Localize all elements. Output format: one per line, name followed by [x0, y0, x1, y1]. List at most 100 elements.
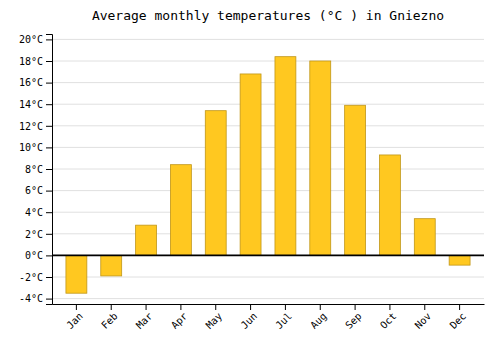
bar [310, 61, 331, 255]
y-tick: 18°C [19, 56, 52, 67]
x-tick: Apr [169, 304, 190, 331]
y-tick-label: 4°C [25, 207, 43, 218]
bar [205, 111, 226, 256]
y-axis: -4°C -2°C 0°C 2°C 4°C 6°C 8°C 10°C 12°C 14°C 16°C 1… [19, 34, 53, 304]
y-tick: 4°C [25, 207, 52, 218]
y-tick-label: 6°C [25, 185, 43, 196]
x-tick-label: Sep [343, 310, 364, 331]
grid [52, 39, 484, 298]
y-tick: 20°C [19, 34, 52, 45]
x-tick: Aug [308, 304, 329, 331]
bar [66, 255, 87, 293]
chart: -4°C -2°C 0°C 2°C 4°C 6°C 8°C 10°C 12°C 14°C 16°C 1… [0, 0, 500, 350]
x-tick: Jun [239, 304, 260, 331]
bar [240, 74, 261, 255]
y-tick: 16°C [19, 77, 52, 88]
y-tick-mark [46, 169, 52, 170]
bar [170, 165, 191, 256]
x-tick-mark [320, 304, 321, 310]
bar [345, 105, 366, 255]
bars [52, 57, 484, 294]
x-tick-mark [389, 304, 390, 310]
x-tick: Feb [99, 304, 120, 331]
grid-line [52, 169, 484, 170]
x-tick-mark [111, 304, 112, 310]
x-tick-mark [250, 304, 251, 310]
y-tick-mark [46, 277, 52, 278]
x-tick-label: Jul [273, 310, 294, 331]
y-tick-mark [46, 255, 52, 256]
bar [449, 255, 470, 265]
grid-line [52, 277, 484, 278]
x-tick-label: Jun [239, 310, 260, 331]
x-tick: Jan [64, 304, 85, 331]
y-tick: -4°C [19, 293, 52, 304]
x-tick: Sep [343, 304, 364, 331]
y-tick-label: 0°C [25, 250, 43, 261]
bar [379, 155, 400, 255]
x-tick: Dec [448, 304, 469, 331]
y-tick-mark [46, 191, 52, 192]
x-tick-label: Aug [308, 310, 329, 331]
x-tick-label: Dec [448, 310, 469, 331]
bar [414, 219, 435, 256]
bar [101, 255, 122, 276]
x-tick-mark [459, 304, 460, 310]
x-tick: Nov [413, 304, 434, 331]
y-tick: 0°C [25, 250, 52, 261]
y-tick-label: 14°C [19, 99, 43, 110]
x-tick-label: Jan [64, 310, 85, 331]
y-tick-mark [46, 39, 52, 40]
y-tick-label: 16°C [19, 77, 43, 88]
grid-line [52, 255, 484, 256]
y-tick-mark [46, 104, 52, 105]
y-tick-mark [46, 212, 52, 213]
x-tick-label: Feb [99, 310, 120, 331]
y-tick: 2°C [25, 229, 52, 240]
x-tick-label: Oct [378, 310, 399, 331]
y-tick-label: -2°C [19, 272, 43, 283]
grid-line [52, 82, 484, 83]
y-tick-mark [46, 234, 52, 235]
y-tick-mark [46, 147, 52, 148]
y-tick: 12°C [19, 121, 52, 132]
grid-line [52, 147, 484, 148]
grid-line [52, 190, 484, 191]
x-tick-label: May [204, 310, 225, 331]
x-tick: Mar [134, 304, 155, 331]
y-axis-line [46, 35, 53, 305]
x-tick: May [204, 304, 225, 331]
grid-line [52, 125, 484, 126]
x-axis: Jan Feb Mar Apr May Jun Jul Aug Sep Oct Nov Dec [53, 304, 485, 331]
x-axis-line [53, 304, 485, 305]
x-tick-mark [285, 304, 286, 310]
x-tick-mark [180, 304, 181, 310]
x-tick: Oct [378, 304, 399, 331]
y-tick-label: -4°C [19, 293, 43, 304]
bar [136, 225, 157, 255]
x-tick-mark [146, 304, 147, 310]
y-tick: 8°C [25, 164, 52, 175]
x-tick: Jul [273, 304, 294, 331]
grid-line [52, 298, 484, 299]
grid-line [52, 39, 484, 40]
plot: -4°C -2°C 0°C 2°C 4°C 6°C 8°C 10°C 12°C 14°C 16°C 1… [19, 34, 485, 331]
x-tick-mark [215, 304, 216, 310]
y-tick: 14°C [19, 99, 52, 110]
y-tick: 10°C [19, 142, 52, 153]
grid-line [52, 61, 484, 62]
title: Average monthly temperatures (°C ) in Gn… [92, 8, 444, 23]
y-tick-label: 8°C [25, 164, 43, 175]
x-tick-mark [355, 304, 356, 310]
y-tick-mark [46, 299, 52, 300]
y-tick: -2°C [19, 272, 52, 283]
y-tick-mark [46, 126, 52, 127]
grid-line [52, 212, 484, 213]
x-tick-mark [76, 304, 77, 310]
grid-line [52, 104, 484, 105]
y-tick-label: 12°C [19, 121, 43, 132]
y-tick-mark [46, 83, 52, 84]
y-tick-mark [46, 61, 52, 62]
x-tick-mark [424, 304, 425, 310]
y-tick-label: 18°C [19, 56, 43, 67]
